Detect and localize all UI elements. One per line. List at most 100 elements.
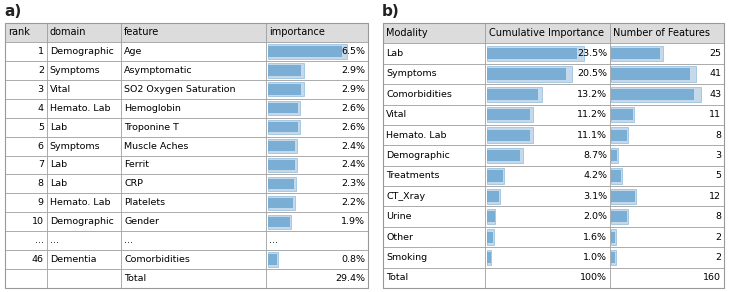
Bar xyxy=(121,137,266,156)
Text: 12: 12 xyxy=(709,192,721,201)
Bar xyxy=(383,84,486,105)
Bar xyxy=(266,23,368,42)
Text: 29.4%: 29.4% xyxy=(335,274,365,283)
Bar xyxy=(486,125,609,145)
Bar xyxy=(47,193,121,212)
Text: 2.9%: 2.9% xyxy=(341,66,365,75)
Text: 2: 2 xyxy=(715,232,721,241)
Text: Dementia: Dementia xyxy=(50,255,96,264)
Bar xyxy=(268,103,297,114)
Bar xyxy=(609,206,724,227)
Text: Modality: Modality xyxy=(386,28,428,38)
Text: 2.0%: 2.0% xyxy=(583,212,607,221)
Bar xyxy=(121,61,266,80)
Bar xyxy=(383,23,486,44)
Bar xyxy=(268,82,303,96)
Text: a): a) xyxy=(4,4,21,19)
Text: 3: 3 xyxy=(715,151,721,160)
Text: 6: 6 xyxy=(38,142,44,151)
Bar xyxy=(5,42,47,61)
Bar xyxy=(5,99,47,118)
Bar xyxy=(487,232,493,243)
Bar xyxy=(486,186,609,206)
Text: Total: Total xyxy=(124,274,147,283)
Bar xyxy=(612,209,628,224)
Text: ...: ... xyxy=(35,236,44,245)
Bar xyxy=(268,160,295,170)
Bar xyxy=(612,127,628,143)
Text: 3: 3 xyxy=(38,85,44,94)
Text: importance: importance xyxy=(269,27,325,37)
Text: Vital: Vital xyxy=(50,85,71,94)
Bar xyxy=(609,105,724,125)
Bar xyxy=(268,217,289,227)
Bar xyxy=(612,130,627,141)
Bar xyxy=(612,46,663,61)
Bar xyxy=(383,227,486,247)
Bar xyxy=(5,118,47,137)
Text: Age: Age xyxy=(124,47,142,56)
Bar xyxy=(5,174,47,193)
Bar xyxy=(5,231,47,250)
Bar xyxy=(487,189,500,204)
Bar xyxy=(609,44,724,64)
Bar xyxy=(268,252,278,267)
Bar xyxy=(268,120,300,134)
Text: Urine: Urine xyxy=(386,212,412,221)
Text: Treatments: Treatments xyxy=(386,171,440,180)
Bar xyxy=(47,99,121,118)
Bar xyxy=(487,250,491,265)
Text: SO2 Oxygen Saturation: SO2 Oxygen Saturation xyxy=(124,85,235,94)
Bar xyxy=(612,170,621,182)
Bar xyxy=(268,177,296,191)
Bar xyxy=(487,211,495,223)
Text: Symptoms: Symptoms xyxy=(50,142,101,151)
Bar xyxy=(47,80,121,99)
Text: ...: ... xyxy=(124,236,133,245)
Bar xyxy=(266,118,368,137)
Bar xyxy=(383,206,486,227)
Bar xyxy=(383,247,486,267)
Text: Muscle Aches: Muscle Aches xyxy=(124,142,188,151)
Text: 9: 9 xyxy=(38,198,44,207)
Bar xyxy=(487,148,523,163)
Bar xyxy=(487,168,504,184)
Bar xyxy=(5,193,47,212)
Bar xyxy=(486,105,609,125)
Text: ...: ... xyxy=(50,236,58,245)
Bar xyxy=(121,80,266,99)
Text: 10: 10 xyxy=(32,217,44,226)
Text: 2.6%: 2.6% xyxy=(341,123,365,132)
Bar xyxy=(47,137,121,156)
Text: 43: 43 xyxy=(709,90,721,99)
Text: 11.1%: 11.1% xyxy=(577,131,607,140)
Text: 1.6%: 1.6% xyxy=(583,232,607,241)
Bar xyxy=(486,267,609,288)
Text: Number of Features: Number of Features xyxy=(613,28,710,38)
Bar xyxy=(612,107,634,122)
Text: Hemato. Lab: Hemato. Lab xyxy=(50,104,110,113)
Bar xyxy=(121,42,266,61)
Text: 2.3%: 2.3% xyxy=(341,179,365,188)
Text: Smoking: Smoking xyxy=(386,253,427,262)
Bar xyxy=(266,42,368,61)
Bar xyxy=(47,250,121,269)
Bar xyxy=(383,105,486,125)
Text: b): b) xyxy=(382,4,399,19)
Bar xyxy=(612,66,696,82)
Bar xyxy=(121,250,266,269)
Bar xyxy=(612,250,615,265)
Bar xyxy=(268,65,301,76)
Bar xyxy=(487,68,566,80)
Bar xyxy=(609,227,724,247)
Bar xyxy=(268,179,295,189)
Bar xyxy=(121,212,266,231)
Bar xyxy=(383,44,486,64)
Bar xyxy=(268,255,277,265)
Bar xyxy=(487,87,542,102)
Text: Comorbidities: Comorbidities xyxy=(124,255,190,264)
Bar xyxy=(266,137,368,156)
Bar xyxy=(268,122,297,132)
Text: Lab: Lab xyxy=(50,123,67,132)
Bar xyxy=(487,46,584,61)
